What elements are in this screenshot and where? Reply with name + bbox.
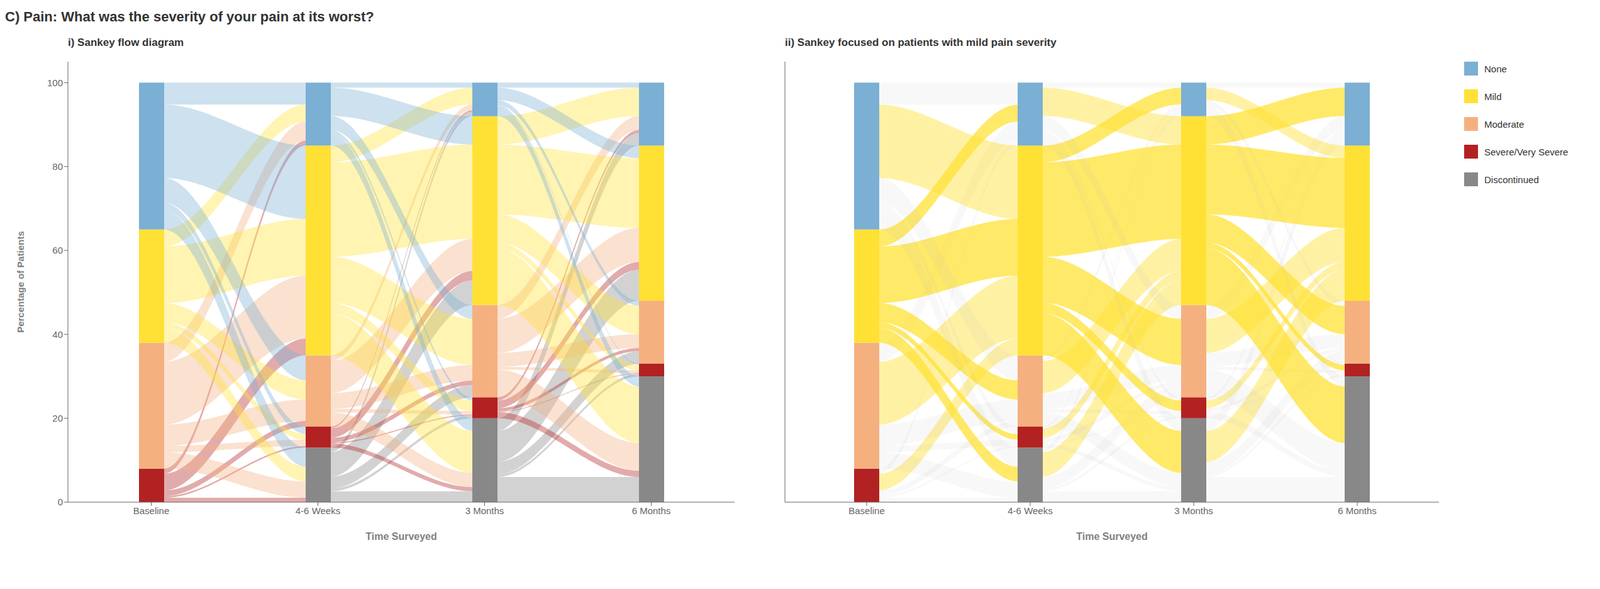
html-text:Moderate: Moderate — [1484, 118, 1525, 130]
svg-text:Time Surveyed: Time Surveyed — [1076, 530, 1148, 542]
svg-text:80: 80 — [52, 161, 63, 172]
svg-text:3 Months: 3 Months — [465, 505, 505, 516]
html-text:i) Sankey flow diagram: i) Sankey flow diagram — [67, 36, 184, 49]
svg-text:100: 100 — [47, 77, 63, 89]
svg-text:3 Months: 3 Months — [1174, 505, 1214, 516]
svg-text:40: 40 — [52, 328, 63, 340]
svg-text:4-6 Weeks: 4-6 Weeks — [1007, 505, 1053, 516]
svg-text:Time Surveyed: Time Surveyed — [365, 530, 438, 542]
svg-text:6 Months: 6 Months — [1337, 505, 1377, 516]
html-text:Mild: Mild — [1484, 90, 1502, 102]
svg-text:60: 60 — [52, 244, 63, 256]
svg-text:20: 20 — [52, 412, 63, 424]
svg-text:0: 0 — [57, 496, 63, 507]
svg-text:Percentage of Patients: Percentage of Patients — [15, 230, 26, 333]
svg-text:Baseline: Baseline — [848, 505, 885, 516]
svg-text:4-6 Weeks: 4-6 Weeks — [295, 505, 341, 516]
html-text:None: None — [1484, 63, 1507, 74]
html-text:ii) Sankey focused on patients: ii) Sankey focused on patients with mild… — [784, 36, 1057, 49]
html-text:C) Pain: What was the severity: C) Pain: What was the severity of your p… — [5, 8, 375, 25]
svg-text:Baseline: Baseline — [133, 505, 170, 516]
svg-text:6 Months: 6 Months — [632, 505, 672, 516]
html-text:Severe/Very Severe: Severe/Very Severe — [1484, 146, 1569, 157]
html-text:Discontinued: Discontinued — [1484, 173, 1539, 185]
